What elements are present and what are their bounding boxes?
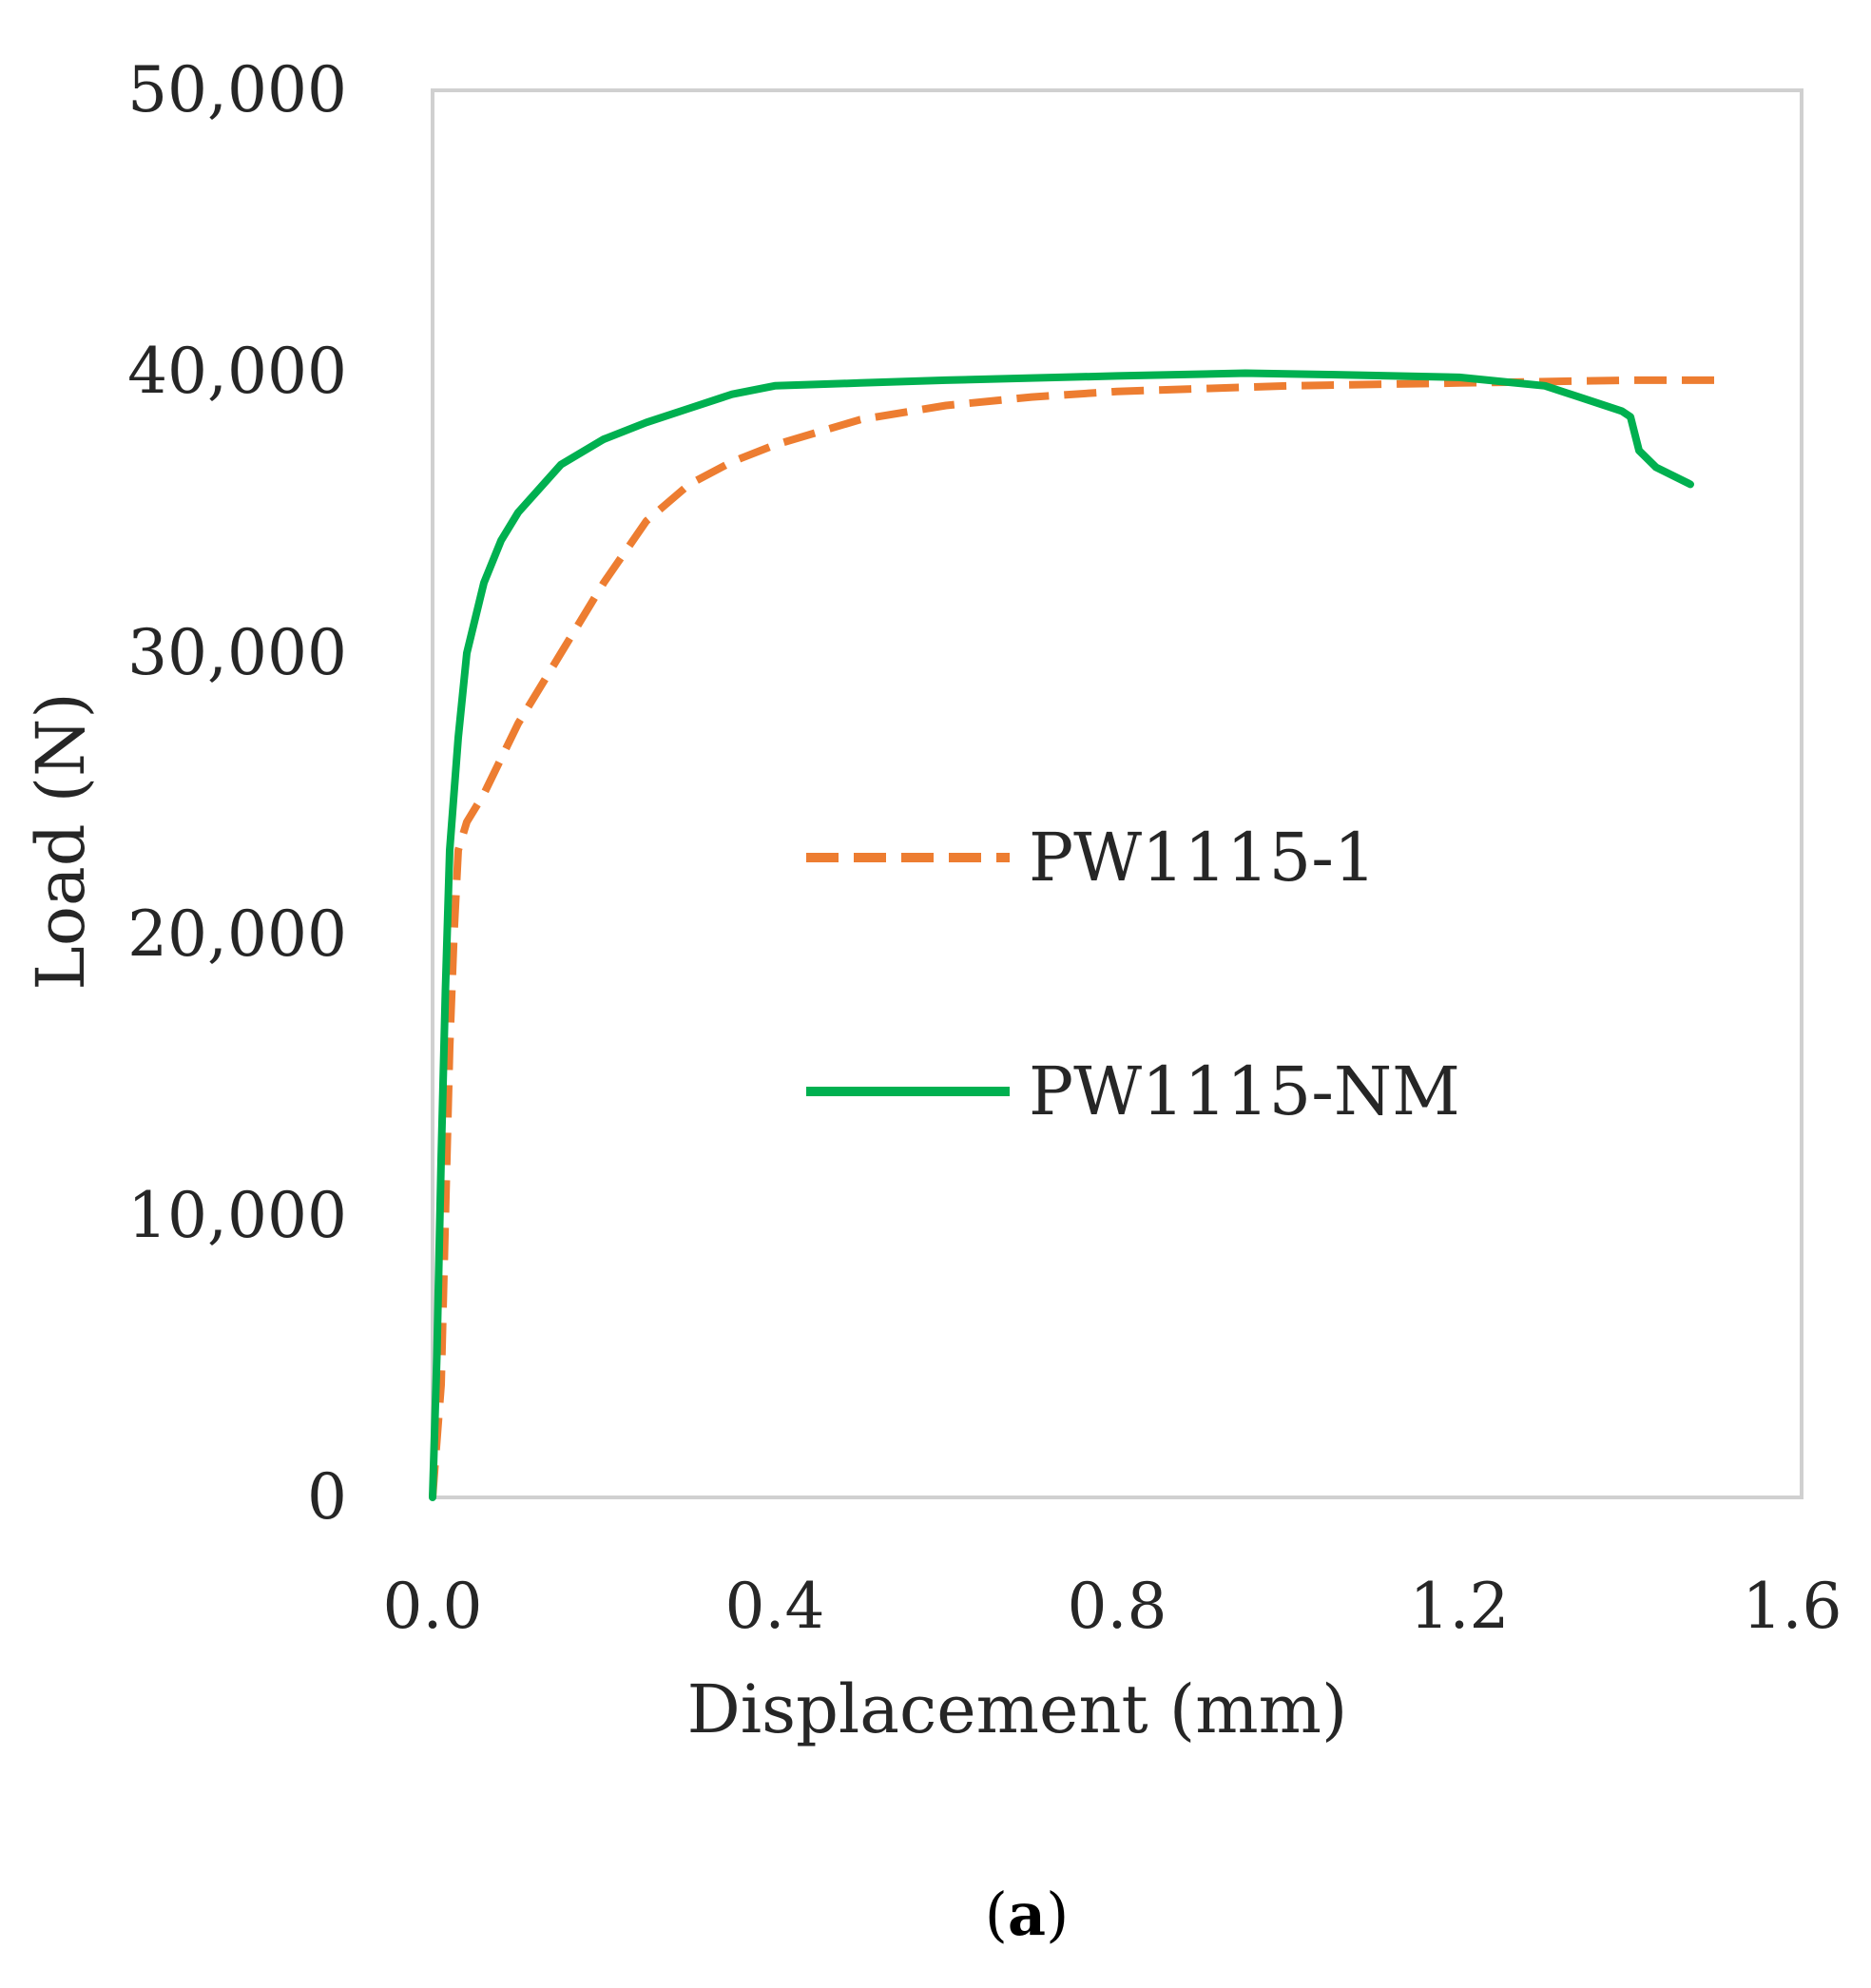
y-tick-label: 10,000 xyxy=(127,1179,347,1252)
x-tick-label: 0.0 xyxy=(383,1570,483,1643)
panel-label: (a) xyxy=(985,1880,1070,1949)
panel-label-open: ( xyxy=(985,1880,1008,1949)
panel-label-letter: a xyxy=(1008,1880,1046,1949)
x-tick-label: 0.8 xyxy=(1068,1570,1167,1643)
x-tick-label: 1.2 xyxy=(1410,1570,1510,1643)
legend-label-pw1115-nm: PW1115-NM xyxy=(1029,1052,1460,1130)
series-line-pw1115-1 xyxy=(429,376,1716,1498)
legend: PW1115-1 PW1115-NM xyxy=(806,819,1460,1130)
y-tick-label: 30,000 xyxy=(127,616,347,689)
x-tick-label: 0.4 xyxy=(725,1570,825,1643)
panel-label-close: ) xyxy=(1046,1880,1069,1949)
plot-frame xyxy=(431,88,1803,1499)
y-axis-title: Load (N) xyxy=(22,692,100,990)
y-tick-label: 0 xyxy=(307,1460,347,1534)
legend-label-pw1115-1: PW1115-1 xyxy=(1029,819,1376,897)
x-tick-label: 1.6 xyxy=(1743,1570,1842,1643)
y-tick-label: 20,000 xyxy=(127,897,347,971)
series-layer xyxy=(429,369,1716,1501)
x-axis-title: Displacement (mm) xyxy=(687,1670,1348,1748)
series-line-pw1115-nm xyxy=(429,369,1694,1501)
x-tick-labels: 0.0 0.4 0.8 1.2 1.6 xyxy=(383,1570,1842,1643)
y-tick-labels: 0 10,000 20,000 30,000 40,000 50,000 xyxy=(127,53,347,1534)
y-tick-label: 40,000 xyxy=(127,335,347,408)
y-tick-label: 50,000 xyxy=(127,53,347,126)
